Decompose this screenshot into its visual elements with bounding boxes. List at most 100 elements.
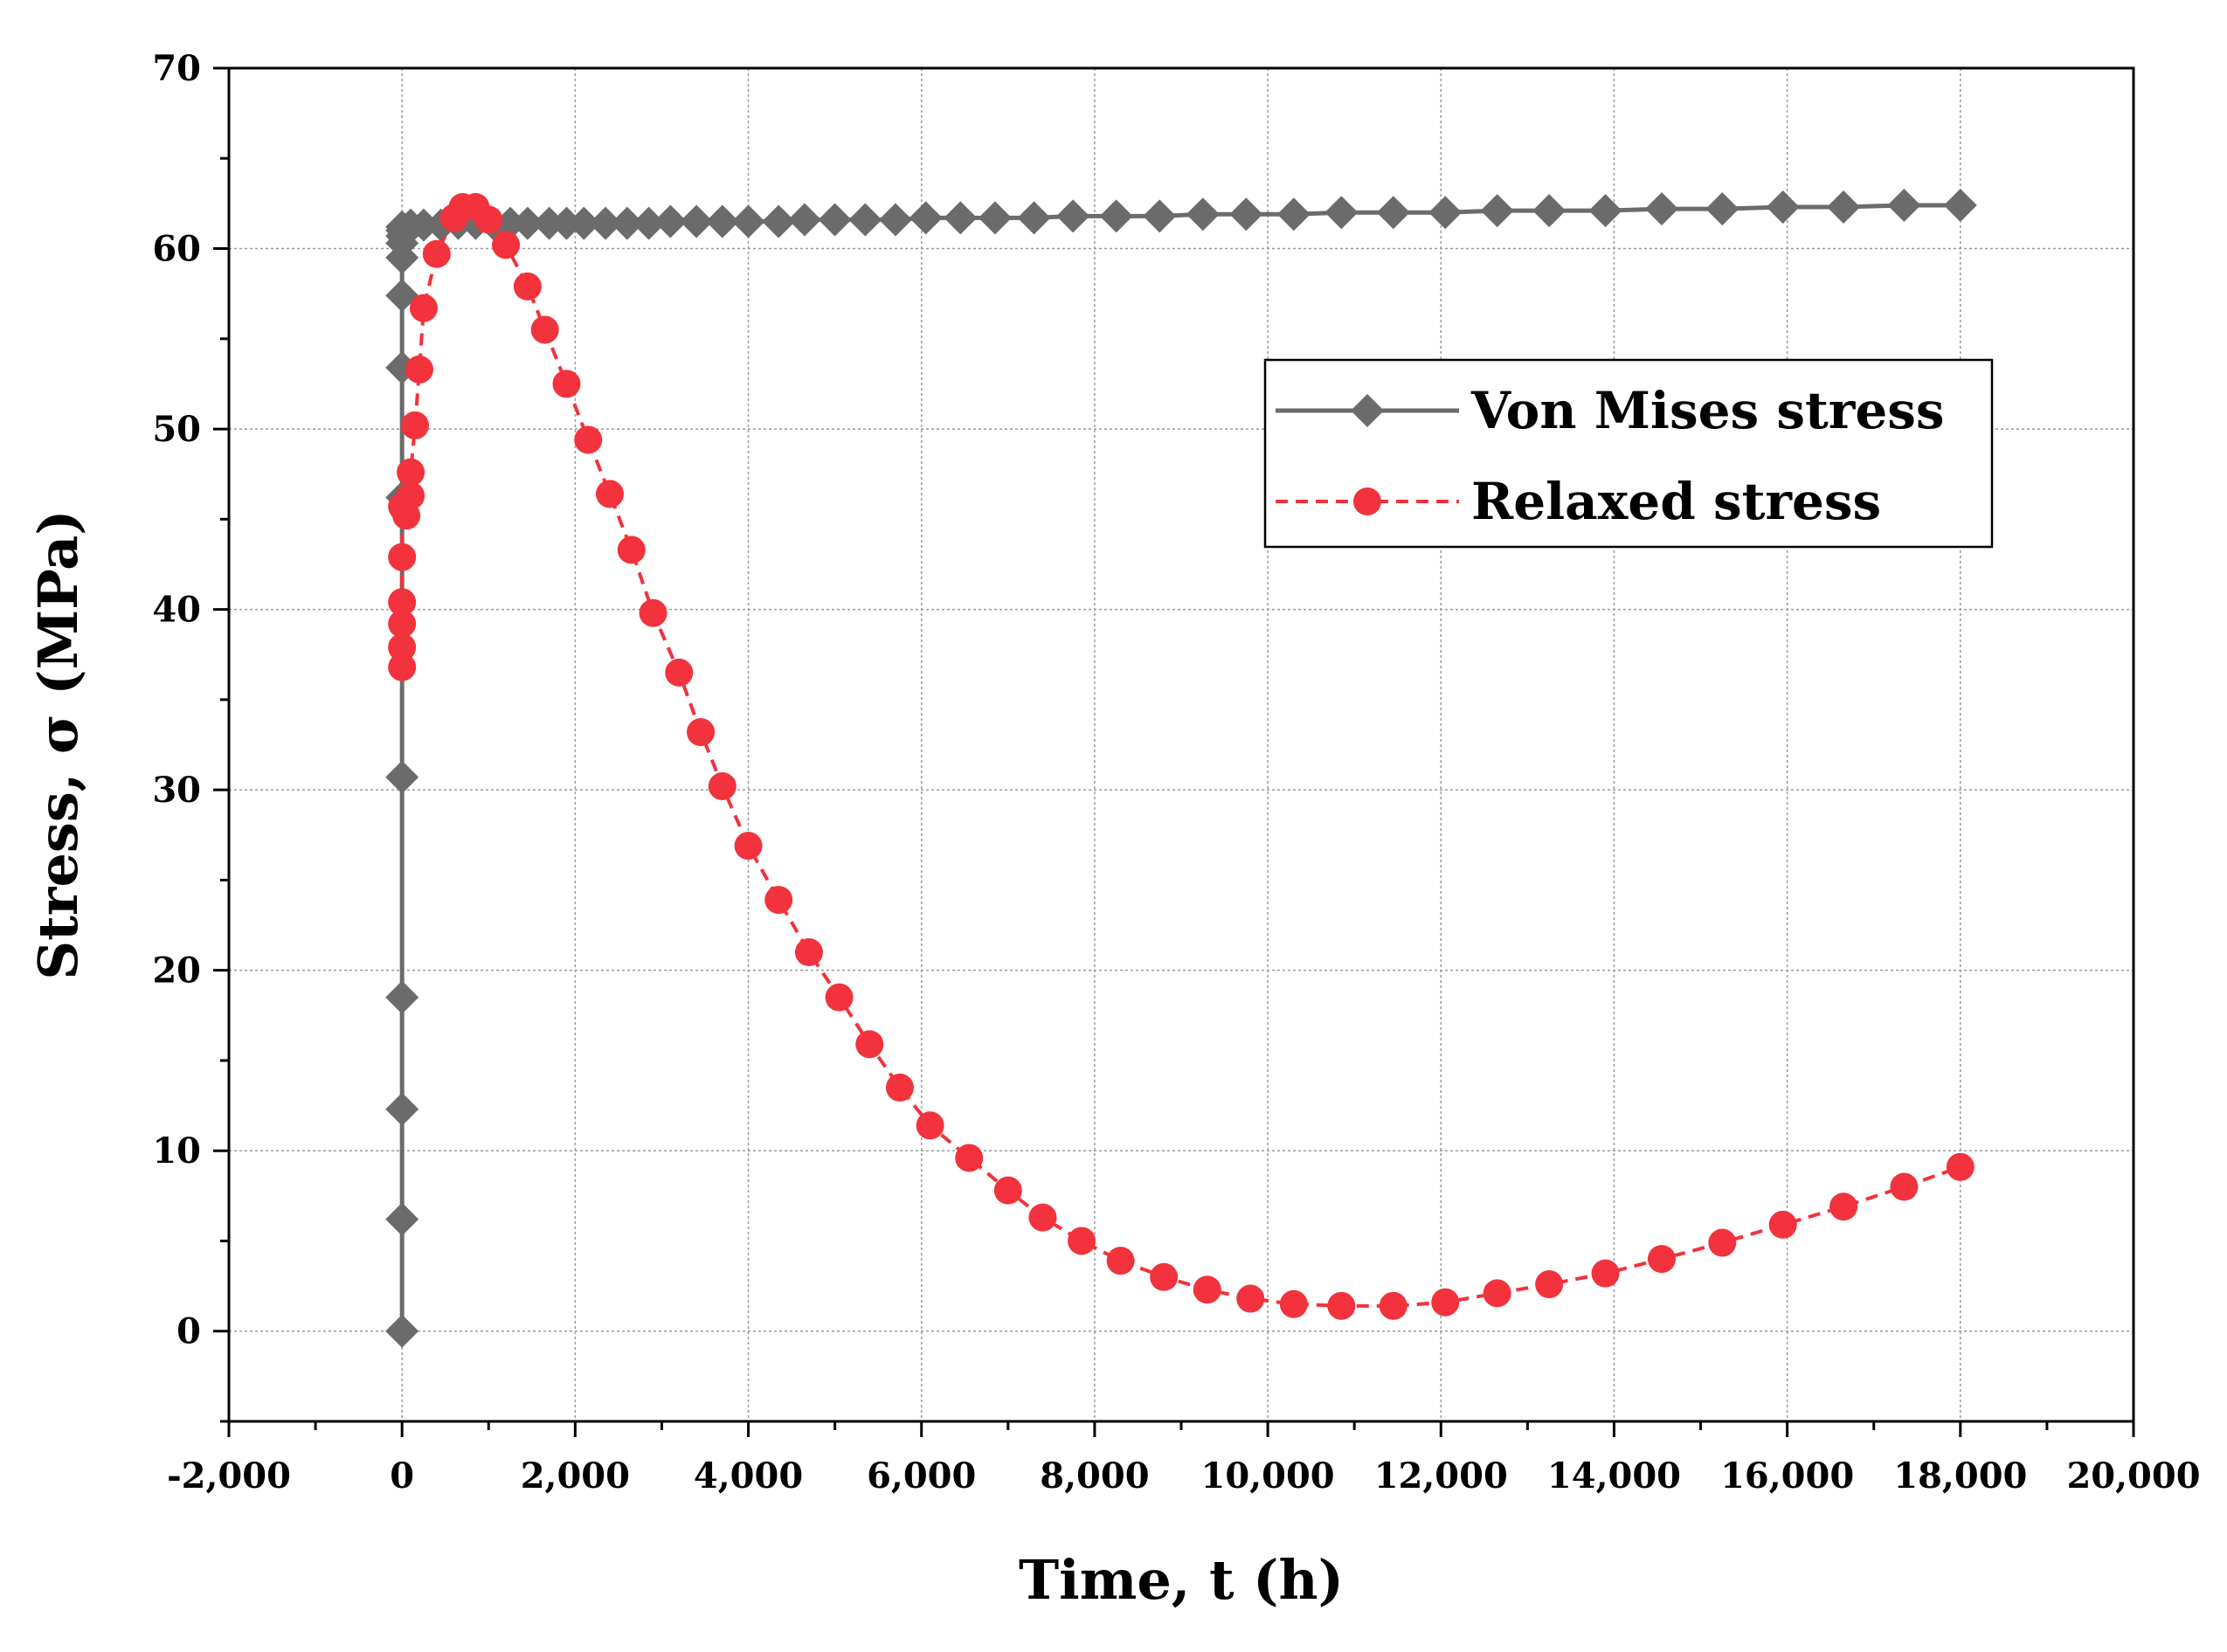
x-tick-label: 4,000: [694, 1455, 803, 1496]
data-point: [1327, 1291, 1356, 1320]
data-point: [1279, 1289, 1308, 1318]
data-point: [909, 201, 943, 235]
data-point: [1324, 196, 1359, 230]
series-layer: [385, 188, 1977, 1348]
data-point: [944, 201, 978, 235]
data-point: [385, 1202, 419, 1236]
legend-box: [1263, 358, 1994, 549]
legend-label-von-mises: Von Mises stress: [1470, 381, 1945, 440]
legend-marker: [1353, 487, 1381, 515]
data-point: [687, 718, 716, 747]
data-point: [388, 653, 417, 681]
data-point: [1428, 196, 1463, 230]
data-point: [405, 355, 433, 384]
data-point: [1532, 194, 1567, 228]
data-point: [409, 294, 438, 322]
data-point: [422, 239, 451, 268]
data-point: [567, 206, 601, 240]
data-point: [734, 832, 763, 861]
data-point: [1017, 201, 1051, 235]
data-point: [787, 203, 821, 237]
data-point: [764, 886, 793, 915]
data-point: [617, 536, 646, 564]
data-point: [385, 760, 419, 794]
data-point: [1943, 188, 1977, 222]
data-point: [388, 543, 417, 571]
x-tick-label: 8,000: [1040, 1455, 1149, 1496]
axes: -2,000 0 2,000 4,000 6,000 8,000 10,000 12,000 1…: [152, 48, 2200, 1496]
data-point: [1887, 188, 1921, 222]
data-point: [574, 425, 603, 454]
data-point: [1647, 1245, 1676, 1274]
data-point: [385, 1314, 419, 1348]
data-point: [680, 204, 714, 238]
data-point: [406, 208, 440, 242]
data-point: [1276, 197, 1311, 232]
x-tick-label: 2,000: [521, 1455, 630, 1496]
data-point: [610, 206, 644, 240]
data-point: [388, 610, 417, 639]
data-point: [1829, 1192, 1858, 1221]
data-point: [1068, 1227, 1096, 1255]
legend: Von Mises stress Relaxed stress: [1263, 358, 1994, 549]
data-point: [388, 588, 417, 617]
data-point: [1229, 197, 1263, 232]
data-point: [1431, 1288, 1460, 1317]
data-point: [794, 938, 823, 967]
data-point: [596, 480, 624, 508]
data-point: [1376, 196, 1410, 230]
y-tick-label: 70: [152, 48, 201, 89]
data-point: [1705, 192, 1739, 226]
data-point: [654, 204, 688, 238]
data-point: [1056, 199, 1090, 233]
data-point: [978, 201, 1012, 235]
data-point: [1099, 199, 1133, 233]
data-point: [1193, 1275, 1221, 1304]
data-point: [589, 206, 623, 240]
data-point: [818, 203, 852, 237]
data-point: [397, 481, 425, 510]
data-point: [385, 1092, 419, 1126]
legend-items: [1276, 394, 1459, 515]
data-point: [1028, 1203, 1057, 1232]
data-point: [474, 205, 503, 234]
data-point: [993, 1176, 1022, 1205]
x-axis-title: Time, t (h): [1019, 1548, 1344, 1612]
x-tick-label: 20,000: [2066, 1455, 2200, 1496]
data-point: [855, 1030, 884, 1059]
grid-lines: [229, 68, 2134, 1421]
data-point: [632, 206, 666, 240]
data-point: [1708, 1228, 1737, 1257]
data-point: [530, 315, 559, 344]
data-point: [825, 983, 854, 1012]
data-point: [762, 204, 796, 238]
data-point: [385, 980, 419, 1014]
data-point: [513, 272, 542, 301]
legend-label-relaxed: Relaxed stress: [1471, 472, 1881, 531]
x-tick-label: 18,000: [1893, 1455, 2027, 1496]
data-point: [1890, 1172, 1919, 1201]
data-point: [385, 279, 419, 313]
y-axis-title: Stress, σ (MPa): [26, 509, 90, 979]
data-point: [1480, 194, 1514, 228]
data-point: [885, 1073, 914, 1102]
y-tick-label: 0: [176, 1311, 201, 1352]
data-point: [1236, 1284, 1265, 1313]
y-tick-label: 40: [152, 590, 201, 631]
x-tick-label: 6,000: [867, 1455, 976, 1496]
data-point: [848, 203, 882, 237]
data-point: [1483, 1279, 1511, 1308]
data-point: [1827, 190, 1861, 225]
data-point: [1591, 1259, 1620, 1288]
data-point: [550, 206, 584, 240]
data-point: [401, 411, 430, 439]
data-point: [1535, 1270, 1564, 1299]
data-point: [916, 1111, 944, 1140]
data-point: [1150, 1262, 1179, 1291]
data-point: [1106, 1247, 1135, 1275]
y-tick-label: 10: [152, 1130, 201, 1172]
y-tick-label: 30: [152, 770, 201, 811]
y-tick-label: 50: [152, 409, 201, 450]
data-point: [1946, 1152, 1975, 1181]
